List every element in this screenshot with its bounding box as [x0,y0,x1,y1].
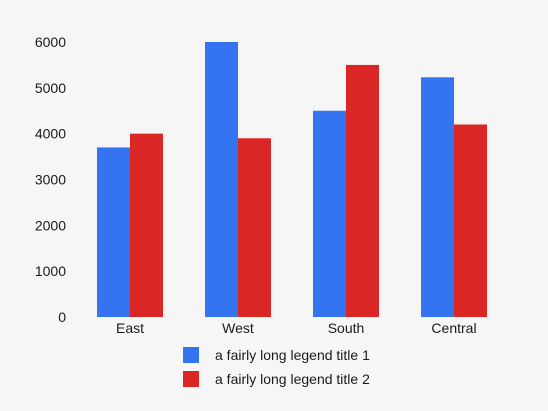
bar-central-series-1 [421,77,454,318]
legend-label-2: a fairly long legend title 2 [215,371,370,387]
bar-west-series-2 [238,138,271,317]
legend-swatch-2 [183,371,199,387]
y-tick-label: 0 [58,309,66,325]
bar-east-series-1 [97,147,130,317]
bar-south-series-2 [346,64,379,318]
bar-central-series-2 [454,124,487,317]
y-tick-label: 3000 [35,172,66,188]
bar-west-series-1 [205,42,238,317]
x-tick-label: Central [431,320,476,336]
bar-south-series-1 [313,110,346,317]
x-axis: East West South Central [116,320,477,336]
y-axis: 0 1000 2000 3000 4000 5000 6000 [35,34,66,325]
x-tick-label: East [116,320,144,336]
x-tick-label: West [222,320,254,336]
y-tick-label: 2000 [35,217,66,233]
y-tick-label: 6000 [35,34,66,50]
legend: a fairly long legend title 1 a fairly lon… [183,347,370,387]
y-tick-label: 5000 [35,80,66,96]
legend-swatch-1 [183,347,199,363]
y-tick-label: 4000 [35,126,66,142]
legend-label-1: a fairly long legend title 1 [215,347,370,363]
y-tick-label: 1000 [35,263,66,279]
bar-east-series-2 [130,133,163,317]
x-tick-label: South [328,320,365,336]
bars [97,42,487,318]
